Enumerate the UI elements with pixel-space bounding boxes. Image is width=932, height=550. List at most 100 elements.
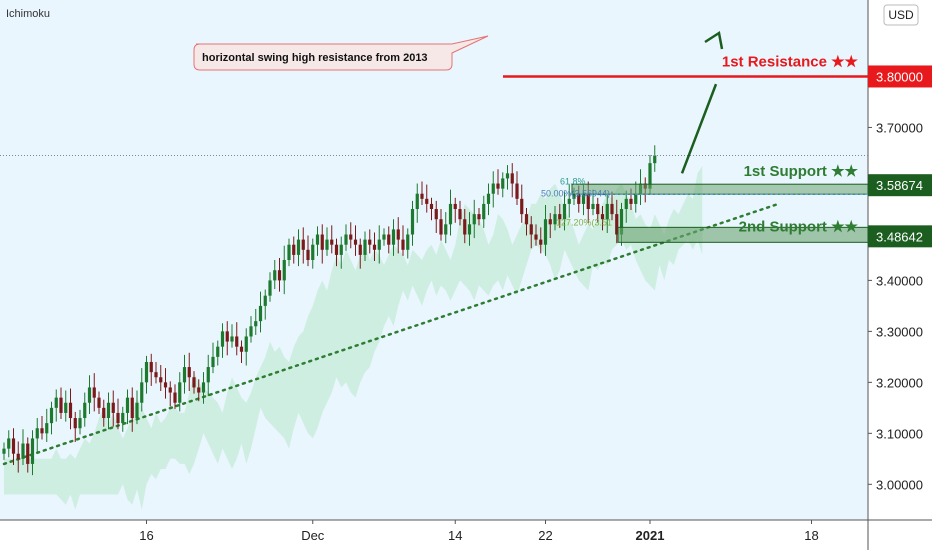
candle-body [482,203,486,220]
currency-label: USD [888,8,914,22]
candle-body [59,397,63,413]
support-zone-1 [571,183,869,195]
callout-text: horizontal swing high resistance from 20… [202,52,428,64]
candle-body [415,193,419,210]
candle-body [254,321,258,327]
candle-body [197,387,201,393]
candle-body [135,402,139,419]
candle-body [2,448,6,454]
candle-body [406,234,410,250]
ascending-trendline [2,202,780,466]
price-axis-panel [868,0,932,550]
candle-body [106,402,111,419]
candle-body [140,382,144,403]
candle-body [605,203,609,220]
candle-body [629,198,633,204]
candle-body [40,428,44,434]
y-tick-label: 3.70000 [876,120,923,135]
x-tick-label: Dec [301,528,325,543]
candle-body [491,183,495,194]
candle-body [49,407,54,424]
candle-body [439,219,443,235]
candle-body [425,198,429,204]
price-badge [868,174,932,197]
x-tick-label: 22 [538,528,552,543]
candle-body [187,367,191,378]
candles-group [2,145,657,476]
candle-body [116,412,120,424]
currency-button[interactable] [883,4,919,26]
candle-body [144,361,149,383]
candle-body [235,336,239,347]
fib-group: 61.8%50.00%(3.56944) 127.20%(3.51 [541,177,612,228]
candle-body [320,234,324,250]
candle-body [292,244,296,255]
candle-body [64,402,68,413]
trendline-group [2,202,780,466]
candle-body [7,438,11,449]
candle-body [349,234,353,240]
candle-body [121,412,125,424]
candle-body [159,377,163,383]
fib-label: 61.8% [560,177,586,187]
x-tick-label: 14 [448,528,462,543]
candle-body [277,270,282,281]
x-tick-label: 2021 [636,528,665,543]
candle-body [458,209,462,220]
candle-body [30,438,35,464]
candle-body [515,183,519,199]
candle-body [615,214,619,235]
candle-body [387,234,391,245]
indicator-label: Ichimoku [6,8,50,20]
price-badge [868,65,932,88]
candle-body [201,382,206,393]
x-tick-label: 16 [139,528,153,543]
callout: horizontal swing high resistance from 20… [193,35,489,71]
candle-body [149,361,153,373]
candle-body [216,346,220,357]
candle-body [596,203,600,215]
candle-body [73,418,77,429]
candle-body [111,402,115,413]
candle-body [83,402,87,419]
candle-body [154,372,158,378]
candle-body [444,224,448,235]
candle-body [173,392,177,403]
candle-body [249,326,253,337]
candle-body [634,193,638,204]
candle-body [486,193,491,204]
candle-body [230,336,234,342]
candle-body [296,239,301,255]
candle-body [339,244,343,255]
candle-body [396,229,400,240]
candle-body [330,239,334,245]
candle-body [282,260,286,281]
candle-body [287,244,291,260]
candle-body [577,193,581,204]
candle-body [567,198,571,204]
callout-bubble [193,35,489,71]
candle-body [534,234,538,240]
candle-body [54,397,58,408]
candle-body [311,244,315,260]
candle-body [539,239,543,245]
candle-body [624,198,628,210]
candle-body [434,209,438,220]
candle-body [648,163,652,189]
candle-body [306,249,310,260]
candle-body [97,397,101,408]
candle-body [619,209,624,235]
candle-body [368,239,372,245]
candle-body [268,280,272,296]
candle-body [472,214,476,225]
candle-body [529,224,533,235]
candle-body [429,203,434,210]
candle-body [496,183,500,189]
ichimoku-cloud [4,165,703,510]
candle-body [363,239,367,255]
candle-body [206,367,210,383]
price-badge [868,225,932,248]
candle-body [125,397,130,413]
